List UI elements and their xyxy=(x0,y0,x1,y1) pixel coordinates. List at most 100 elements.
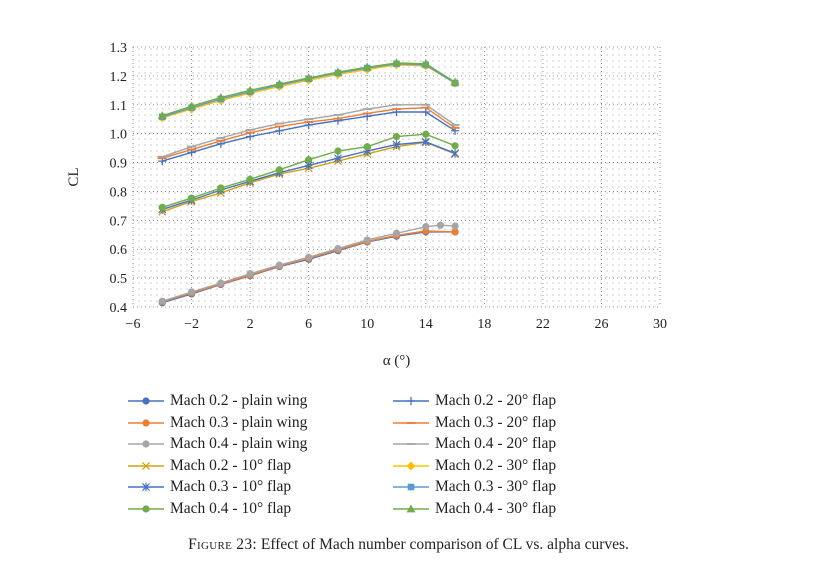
legend-item: Mach 0.2 - 20° flap xyxy=(393,390,556,412)
legend-item: Mach 0.3 - plain wing xyxy=(128,412,307,434)
caption-lead: Figure 23: xyxy=(188,536,258,553)
legend-swatch xyxy=(128,397,164,405)
data-point xyxy=(392,140,401,150)
legend-marker xyxy=(142,505,150,513)
x-tick-labels: −6 −2 2 6 10 14 18 22 26 30 xyxy=(126,317,667,332)
data-point xyxy=(275,166,283,174)
x-tick-label: 2 xyxy=(247,317,254,332)
legend-swatch xyxy=(393,443,429,446)
data-point xyxy=(275,126,284,135)
legend: Mach 0.2 - plain wing Mach 0.3 - plain wi… xyxy=(128,390,608,520)
data-point xyxy=(275,261,283,269)
legend-item: Mach 0.4 - plain wing xyxy=(128,433,307,455)
series-6 xyxy=(158,130,459,211)
legend-swatch xyxy=(128,440,164,448)
data-point xyxy=(421,107,430,117)
data-point xyxy=(334,245,342,253)
data-point xyxy=(158,297,166,305)
legend-swatch xyxy=(393,484,429,491)
legend-swatch xyxy=(393,504,429,513)
legend-label: Mach 0.4 - 30° flap xyxy=(435,500,557,517)
legend-swatch xyxy=(393,396,429,406)
y-tick-label: 1.2 xyxy=(110,70,128,85)
y-tick-label: 0.5 xyxy=(110,272,128,287)
legend-label: Mach 0.2 - plain wing xyxy=(170,392,308,409)
data-point xyxy=(274,79,284,88)
data-point xyxy=(187,194,196,202)
legend-item: Mach 0.4 - 30° flap xyxy=(393,498,556,520)
legend-marker xyxy=(142,440,150,448)
legend-swatch xyxy=(128,482,164,492)
data-point xyxy=(363,143,371,151)
y-tick-label: 0.4 xyxy=(110,301,128,316)
data-point xyxy=(157,111,167,120)
data-point xyxy=(451,222,459,230)
y-tick-label: 1.0 xyxy=(110,128,128,143)
legend-marker xyxy=(141,461,151,470)
legend-item: Mach 0.4 - 10° flap xyxy=(128,498,291,520)
x-tick-label: −2 xyxy=(184,317,199,332)
data-point xyxy=(392,229,401,237)
legend-item: Mach 0.3 - 20° flap xyxy=(393,412,556,434)
y-tick-label: 1.3 xyxy=(110,41,128,56)
caption-text: Effect of Mach number comparison of CL v… xyxy=(257,536,629,553)
legend-item: Mach 0.4 - 20° flap xyxy=(393,433,556,455)
legend-label: Mach 0.2 - 20° flap xyxy=(435,392,557,409)
data-point xyxy=(334,147,342,155)
data-point xyxy=(305,156,313,164)
legend-swatch xyxy=(128,505,164,513)
legend-marker xyxy=(142,397,150,405)
plot-area xyxy=(133,47,660,307)
data-point xyxy=(436,221,445,229)
data-point xyxy=(451,228,459,236)
y-tick-labels: 0.4 0.5 0.6 0.7 0.8 0.9 1.0 1.1 1.2 1.3 xyxy=(110,41,128,316)
data-point xyxy=(333,67,343,76)
data-point xyxy=(422,130,430,138)
legend-item: Mach 0.3 - 30° flap xyxy=(393,476,556,498)
legend-label: Mach 0.2 - 30° flap xyxy=(435,456,557,474)
data-point xyxy=(246,270,254,278)
x-axis-label: α (°) xyxy=(383,353,411,369)
x-tick-label: 10 xyxy=(360,317,374,332)
legend-marker xyxy=(141,482,151,492)
data-point xyxy=(187,101,196,110)
series-8 xyxy=(157,106,460,160)
legend-marker xyxy=(406,504,416,513)
legend-item: Mach 0.2 - plain wing xyxy=(128,390,307,412)
legend-label: Mach 0.3 - 30° flap xyxy=(435,478,557,496)
x-tick-label: 30 xyxy=(653,317,667,332)
y-tick-label: 0.9 xyxy=(110,157,128,172)
data-point xyxy=(333,153,342,163)
cl-alpha-chart: −6 −2 2 6 10 14 18 22 26 30 0.40.50.60.70.80.91.0… xyxy=(66,41,667,369)
gridlines xyxy=(132,46,661,308)
figure-caption: Figure 23: Effect of Mach number compari… xyxy=(0,536,817,554)
data-point xyxy=(451,142,459,150)
legend-marker xyxy=(142,418,150,427)
data-point xyxy=(187,288,196,296)
data-point xyxy=(392,58,401,67)
x-tick-label: −6 xyxy=(126,317,141,332)
data-point xyxy=(245,85,255,94)
y-tick-label: 1.1 xyxy=(110,99,128,114)
legend-item: Mach 0.2 - 10° flap xyxy=(128,455,291,477)
data-point xyxy=(246,132,255,141)
legend-label: Mach 0.3 - plain wing xyxy=(170,413,308,431)
y-axis-label: CL xyxy=(66,167,82,186)
y-tick-label: 0.6 xyxy=(110,243,128,258)
legend-marker xyxy=(406,396,416,406)
legend-swatch xyxy=(128,461,164,470)
data-point xyxy=(392,132,401,141)
legend-label: Mach 0.4 - plain wing xyxy=(170,435,308,453)
legend-item: Mach 0.2 - 30° flap xyxy=(393,455,556,477)
legend-marker xyxy=(406,461,416,471)
data-point xyxy=(363,236,371,244)
x-tick-label: 18 xyxy=(477,317,491,332)
series-9 xyxy=(157,103,460,158)
data-point xyxy=(305,253,313,261)
x-tick-label: 26 xyxy=(594,317,608,332)
legend-label: Mach 0.2 - 10° flap xyxy=(170,456,292,474)
series-layer xyxy=(157,58,460,307)
y-tick-label: 0.8 xyxy=(110,185,128,200)
legend-marker xyxy=(407,484,415,491)
data-point xyxy=(217,184,225,192)
